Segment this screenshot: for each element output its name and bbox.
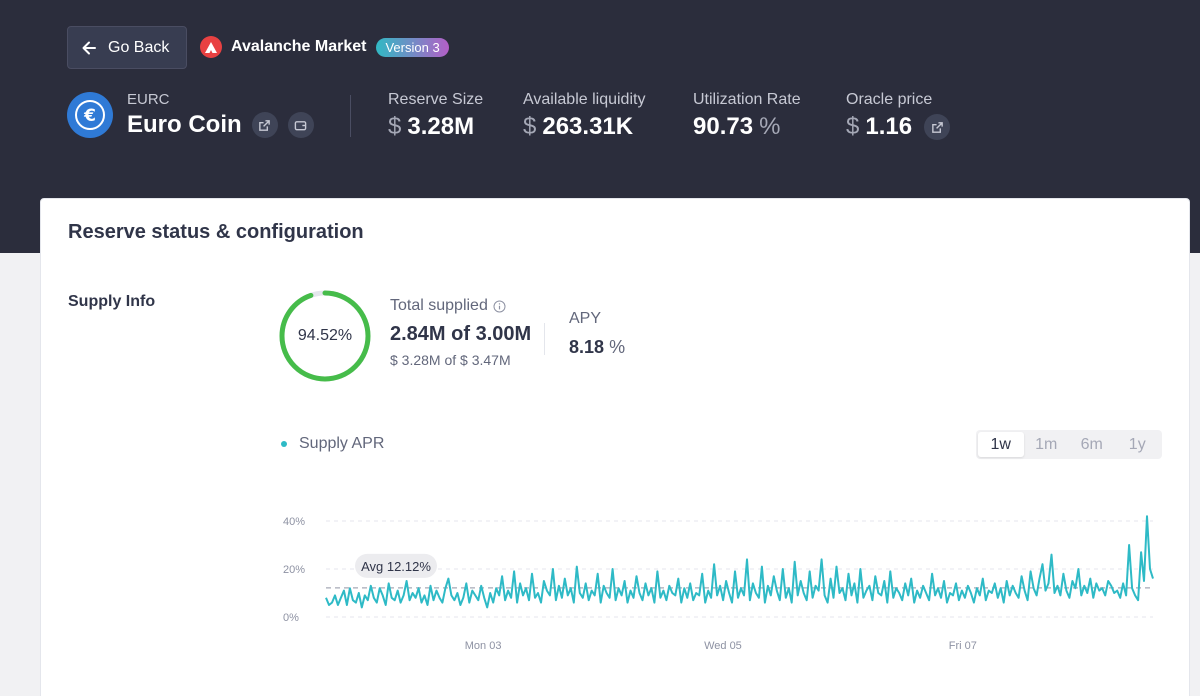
reserve-size-label: Reserve Size (388, 91, 484, 108)
total-supplied-label: Total supplied (390, 297, 488, 314)
tab-1y[interactable]: 1y (1128, 435, 1146, 453)
external-link-icon (259, 119, 270, 131)
apy-block: APY 8.18 % (569, 310, 625, 358)
tab-1w[interactable]: 1w (978, 432, 1024, 457)
x-tick-label: Mon 03 (465, 640, 502, 652)
total-supplied-amount: 2.84M of 3.00M (390, 323, 532, 345)
avalanche-logo-icon (200, 36, 222, 58)
market-indicator: Avalanche Market Version 3 (200, 36, 449, 58)
apy-unit: % (609, 337, 626, 357)
oracle-price-label: Oracle price (846, 91, 933, 108)
add-to-wallet-button[interactable] (287, 112, 314, 138)
x-tick-label: Wed 05 (704, 640, 742, 652)
market-name: Avalanche Market (231, 38, 367, 55)
supply-apr-chart: 40% 20% 0% Avg 12.12% Mon 03 Wed 05 Fri 07 (283, 515, 1154, 652)
total-supplied-usd: $ 3.28M of $ 3.47M (390, 352, 511, 368)
tab-1m[interactable]: 1m (1035, 435, 1058, 453)
y-tick-label: 0% (283, 612, 299, 624)
supply-info-label: Supply Info (68, 293, 156, 310)
asset-name: Euro Coin (127, 111, 242, 138)
currency-symbol: $ (523, 113, 537, 140)
wallet-icon (294, 120, 307, 130)
reserve-status-card: Reserve status & configuration Supply In… (40, 198, 1190, 696)
go-back-label: Go Back (108, 38, 170, 56)
header-divider (350, 95, 351, 137)
utilization-rate-value: 90.73 (693, 113, 754, 140)
arrow-left-icon (82, 41, 96, 54)
go-back-button[interactable]: Go Back (67, 26, 187, 69)
available-liquidity-value: 263.31K (542, 113, 634, 140)
apy-label: APY (569, 310, 602, 327)
version-badge: Version 3 (376, 37, 449, 57)
reserve-size-value: 3.28M (407, 113, 475, 140)
svg-text:€: € (83, 106, 96, 126)
external-link-button[interactable] (251, 112, 278, 138)
available-liquidity-label: Available liquidity (523, 91, 646, 108)
apy-value: 8.18 (569, 337, 605, 357)
y-tick-label: 20% (283, 564, 305, 576)
y-tick-label: 40% (283, 516, 305, 528)
currency-symbol: $ (388, 113, 402, 140)
x-tick-label: Fri 07 (949, 640, 977, 652)
external-link-icon (931, 121, 943, 133)
asset-header: € EURC Euro Coin (67, 91, 314, 139)
legend-label: Supply APR (299, 435, 385, 452)
supply-apr-line (325, 515, 1154, 609)
available-liquidity-stat: Available liquidity $263.31K (523, 91, 645, 141)
info-icon[interactable] (493, 300, 506, 313)
reserve-status-title: Reserve status & configuration (68, 221, 364, 243)
oracle-price-value: 1.16 (865, 113, 913, 140)
average-label: Avg 12.12% (355, 553, 437, 578)
total-supplied-block: Total supplied 2.84M of 3.00M $ 3.28M of… (390, 297, 531, 368)
reserve-size-stat: Reserve Size $3.28M (388, 91, 483, 141)
euro-coin-icon: € (67, 92, 113, 138)
donut-percent: 94.52% (297, 327, 353, 344)
legend-dot (281, 441, 287, 447)
asset-symbol: EURC (127, 91, 170, 108)
utilization-rate-stat: Utilization Rate 90.73% (693, 91, 801, 141)
utilization-rate-label: Utilization Rate (693, 91, 801, 108)
tab-6m[interactable]: 6m (1080, 435, 1103, 453)
currency-symbol: $ (846, 113, 860, 140)
percent-unit: % (759, 113, 781, 140)
time-range-tabs: 1w 1m 6m 1y (976, 430, 1162, 459)
chart-legend: Supply APR (281, 435, 384, 453)
oracle-price-stat: Oracle price $1.16 (846, 91, 951, 141)
donut-progress-arc (279, 290, 371, 382)
apy-divider (544, 323, 545, 355)
supply-cap-donut (279, 290, 371, 382)
svg-text:Avg 12.12%: Avg 12.12% (361, 559, 431, 574)
oracle-link-button[interactable] (924, 114, 951, 140)
